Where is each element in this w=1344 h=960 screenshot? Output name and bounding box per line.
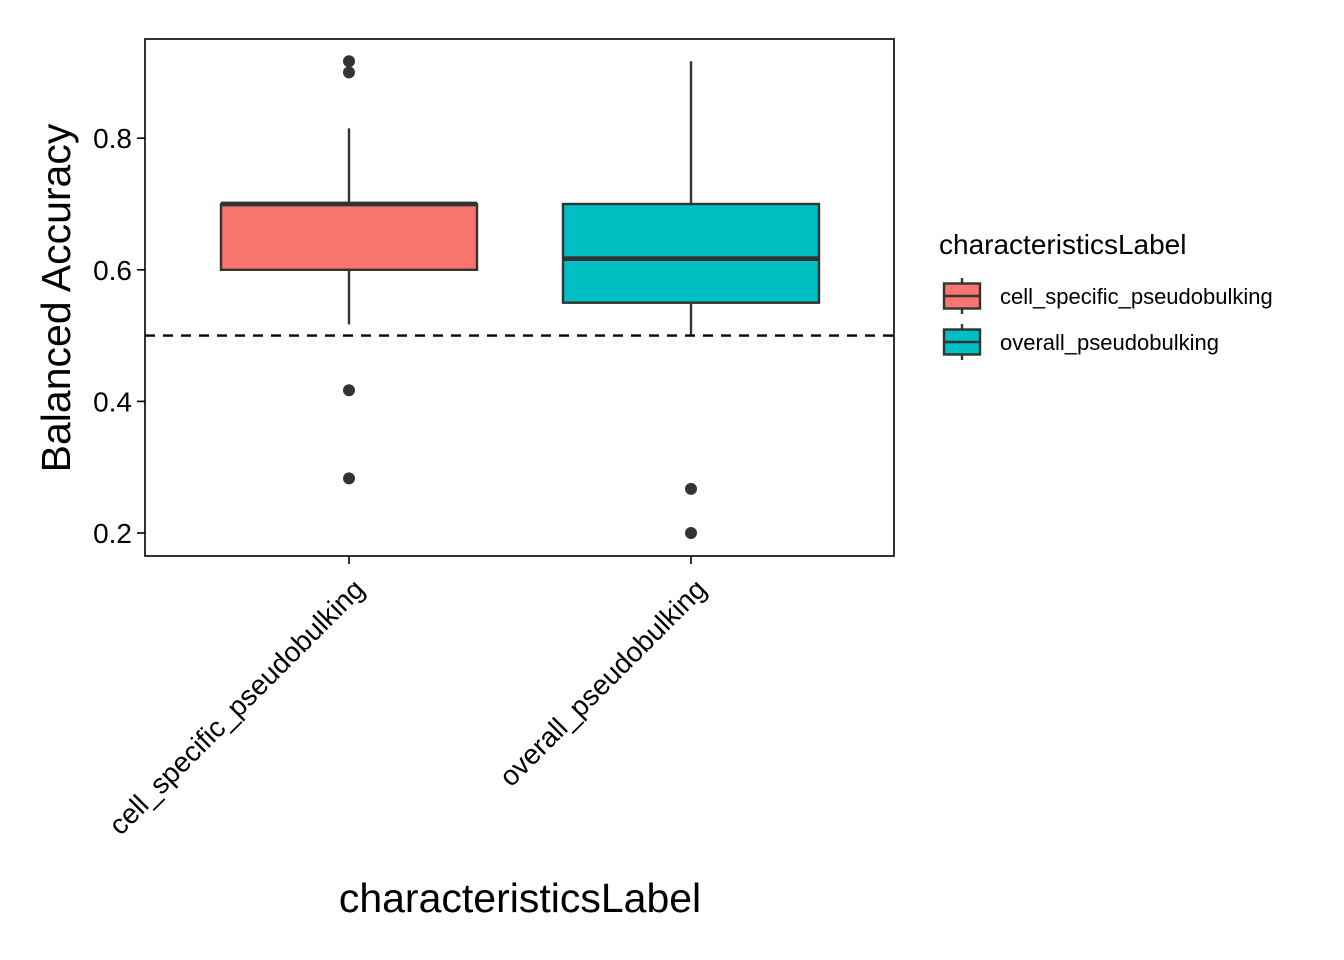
outlier-point: [343, 472, 355, 485]
y-tick-label: 0.6: [93, 255, 132, 286]
legend-label: overall_pseudobulking: [1000, 330, 1219, 355]
outlier-point: [685, 527, 697, 539]
legend-title: characteristicsLabel: [939, 229, 1186, 260]
box-group: [561, 61, 821, 539]
box: [219, 202, 479, 272]
legend-label: cell_specific_pseudobulking: [1000, 284, 1273, 309]
y-axis-title: Balanced Accuracy: [33, 123, 79, 472]
legend-item: overall_pseudobulking: [942, 324, 1219, 360]
x-tick-label: overall_pseudobulking: [493, 573, 712, 792]
legend-item: cell_specific_pseudobulking: [942, 278, 1273, 314]
y-tick-label: 0.2: [93, 518, 132, 549]
box: [561, 202, 821, 304]
x-axis: cell_specific_pseudobulking overall_pseud…: [103, 556, 712, 841]
legend: characteristicsLabel cell_specific_pseud…: [939, 229, 1273, 360]
y-axis: 0.2 0.4 0.6 0.8: [93, 123, 145, 549]
outlier-point: [685, 482, 697, 495]
boxes-layer: [219, 55, 821, 539]
y-tick-label: 0.4: [93, 386, 132, 417]
outlier-point: [343, 66, 355, 79]
outlier-point: [343, 55, 355, 68]
box-group: [219, 55, 479, 485]
x-axis-title: characteristicsLabel: [339, 875, 701, 921]
x-tick-label: cell_specific_pseudobulking: [103, 573, 370, 840]
y-tick-label: 0.8: [93, 123, 132, 154]
outlier-point: [343, 384, 355, 397]
